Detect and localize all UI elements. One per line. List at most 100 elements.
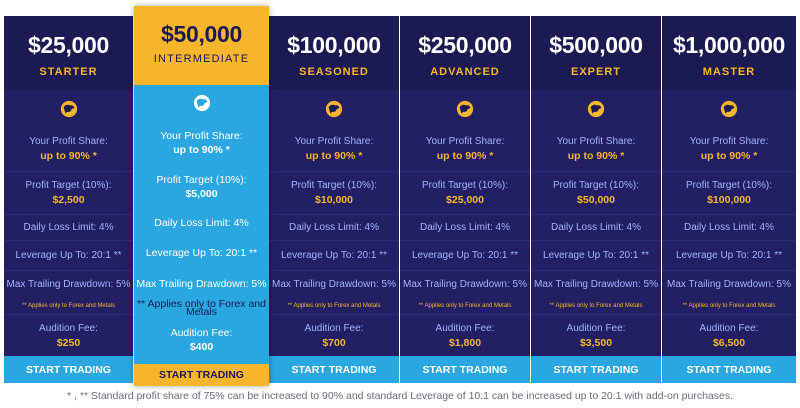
plan-card: $1,000,000 MASTER Your Profit Share: up to … [662, 16, 796, 383]
plan-tier: INTERMEDIATE [153, 53, 250, 65]
footnote: * , ** Standard profit share of 75% can … [66, 390, 734, 402]
plan-header: $500,000 EXPERT [531, 16, 661, 90]
plan-details: Your Profit Share: up to 90% * Profit Targ… [662, 90, 796, 356]
forex-metals-note: ** Applies only to Forex and Metals [269, 298, 399, 315]
profit-target-row: Profit Target (10%): $10,000 [269, 172, 399, 215]
profit-share-value: up to 90% * [700, 150, 758, 162]
audition-fee-label: Audition Fee: [170, 327, 233, 339]
profit-share-label: Your Profit Share: [689, 136, 769, 147]
audition-fee-value: $3,500 [579, 336, 613, 349]
profit-target-value: $100,000 [707, 194, 751, 206]
profit-share-label: Your Profit Share: [556, 136, 636, 147]
audition-fee-value: $400 [189, 341, 214, 353]
profit-share-row: Your Profit Share: up to 90% * [134, 120, 269, 165]
audition-fee-label: Audition Fee: [304, 322, 364, 334]
plan-amount: $25,000 [27, 32, 110, 58]
plan-tier: STARTER [39, 66, 98, 78]
start-trading-button[interactable]: START TRADING [134, 364, 269, 386]
max-trailing-drawdown: Max Trailing Drawdown: 5% [136, 278, 267, 290]
plan-header: $50,000 INTERMEDIATE [134, 6, 269, 85]
profit-share-value: up to 90% * [567, 150, 625, 162]
profit-share-label: Your Profit Share: [29, 136, 108, 147]
profit-target-label: Profit Target (10%): [422, 180, 508, 191]
daily-loss-limit: Daily Loss Limit: 4% [4, 215, 133, 241]
max-trailing-drawdown: Max Trailing Drawdown: 5% [272, 278, 396, 290]
daily-loss-limit: Daily Loss Limit: 4% [531, 215, 661, 241]
audition-fee-value: $1,800 [448, 336, 482, 349]
profit-share-value: up to 90% * [436, 150, 494, 162]
audition-fee-row: Audition Fee: $1,800 [400, 315, 530, 356]
start-trading-button[interactable]: START TRADING [4, 356, 133, 383]
profit-target-label: Profit Target (10%): [686, 180, 772, 191]
start-trading-button[interactable]: START TRADING [662, 356, 796, 383]
audition-fee-value: $700 [322, 336, 346, 349]
leverage-limit: Leverage Up To: 20:1 ** [400, 241, 530, 271]
max-trailing-drawdown: Max Trailing Drawdown: 5% [534, 278, 658, 290]
forex-metals-note: ** Applies only to Forex and Metals [137, 298, 266, 318]
profit-share-row: Your Profit Share: up to 90% * [662, 127, 796, 172]
profit-target-row: Profit Target (10%): $50,000 [531, 172, 661, 215]
start-trading-button[interactable]: START TRADING [400, 356, 530, 383]
audition-fee-value: $6,500 [712, 336, 746, 349]
forex-metals-note: ** Applies only to Forex and Metals [662, 298, 796, 315]
plan-details: Your Profit Share: up to 90% * Profit Targ… [134, 85, 269, 364]
plan-header: $250,000 ADVANCED [400, 16, 530, 90]
plan-logo-row [134, 85, 269, 120]
plan-logo-row [269, 90, 399, 127]
profit-share-value: up to 90% * [40, 150, 97, 162]
audition-fee-label: Audition Fee: [699, 322, 759, 334]
profit-share-label: Your Profit Share: [425, 136, 505, 147]
plan-tier: EXPERT [570, 66, 621, 78]
profit-target-row: Profit Target (10%): $2,500 [4, 172, 133, 215]
daily-loss-limit: Daily Loss Limit: 4% [662, 215, 796, 241]
profit-share-row: Your Profit Share: up to 90% * [4, 127, 133, 172]
plan-tier: ADVANCED [430, 66, 500, 78]
profit-target-value: $50,000 [577, 194, 615, 206]
plan-amount: $50,000 [160, 21, 243, 47]
forex-metals-note: ** Applies only to Forex and Metals [4, 298, 133, 315]
plan-logo-row [400, 90, 530, 127]
profit-share-label: Your Profit Share: [160, 129, 243, 142]
profit-target-row: Profit Target (10%): $100,000 [662, 172, 796, 215]
audition-fee-row: Audition Fee: $6,500 [662, 315, 796, 356]
plan-card: $250,000 ADVANCED Your Profit Share: up to … [400, 16, 530, 383]
audition-fee-label: Audition Fee: [566, 322, 626, 334]
audition-fee-row: Audition Fee: $400 [134, 316, 269, 364]
start-trading-button[interactable]: START TRADING [531, 356, 661, 383]
max-trailing-drawdown: Max Trailing Drawdown: 5% [6, 278, 131, 290]
plan-details: Your Profit Share: up to 90% * Profit Targ… [531, 90, 661, 356]
plan-details: Your Profit Share: up to 90% * Profit Targ… [4, 90, 133, 356]
forex-metals-note: ** Applies only to Forex and Metals [531, 298, 661, 315]
profit-share-row: Your Profit Share: up to 90% * [269, 127, 399, 172]
pricing-plans: $25,000 STARTER Your Profit Share: up to 90… [4, 6, 796, 386]
profit-target-label: Profit Target (10%): [156, 173, 247, 186]
leverage-limit: Leverage Up To: 20:1 ** [269, 241, 399, 271]
profit-share-label: Your Profit Share: [294, 136, 374, 147]
profit-target-value: $5,000 [185, 187, 218, 200]
profit-target-value: $10,000 [315, 194, 353, 206]
bull-logo-icon [720, 100, 738, 117]
audition-fee-row: Audition Fee: $3,500 [531, 315, 661, 356]
plan-amount: $500,000 [549, 32, 643, 58]
daily-loss-limit: Daily Loss Limit: 4% [269, 215, 399, 241]
audition-fee-label: Audition Fee: [435, 322, 495, 334]
bull-logo-icon [456, 100, 474, 117]
plan-logo-row [4, 90, 133, 127]
leverage-limit: Leverage Up To: 20:1 ** [4, 241, 133, 271]
plan-details: Your Profit Share: up to 90% * Profit Targ… [400, 90, 530, 356]
profit-target-row: Profit Target (10%): $25,000 [400, 172, 530, 215]
plan-header: $100,000 SEASONED [269, 16, 399, 90]
daily-loss-limit: Daily Loss Limit: 4% [400, 215, 530, 241]
plan-card: $25,000 STARTER Your Profit Share: up to 90… [4, 16, 133, 383]
leverage-limit: Leverage Up To: 20:1 ** [145, 247, 258, 259]
plan-header: $25,000 STARTER [4, 16, 133, 90]
plan-amount: $1,000,000 [672, 32, 786, 58]
profit-share-value: up to 90% * [305, 150, 363, 162]
profit-target-value: $25,000 [446, 194, 484, 206]
start-trading-button[interactable]: START TRADING [269, 356, 399, 383]
plan-header: $1,000,000 MASTER [662, 16, 796, 90]
forex-metals-note: ** Applies only to Forex and Metals [400, 298, 530, 315]
bull-logo-icon [587, 100, 605, 117]
plan-amount: $250,000 [418, 32, 512, 58]
profit-target-value: $2,500 [52, 194, 85, 206]
